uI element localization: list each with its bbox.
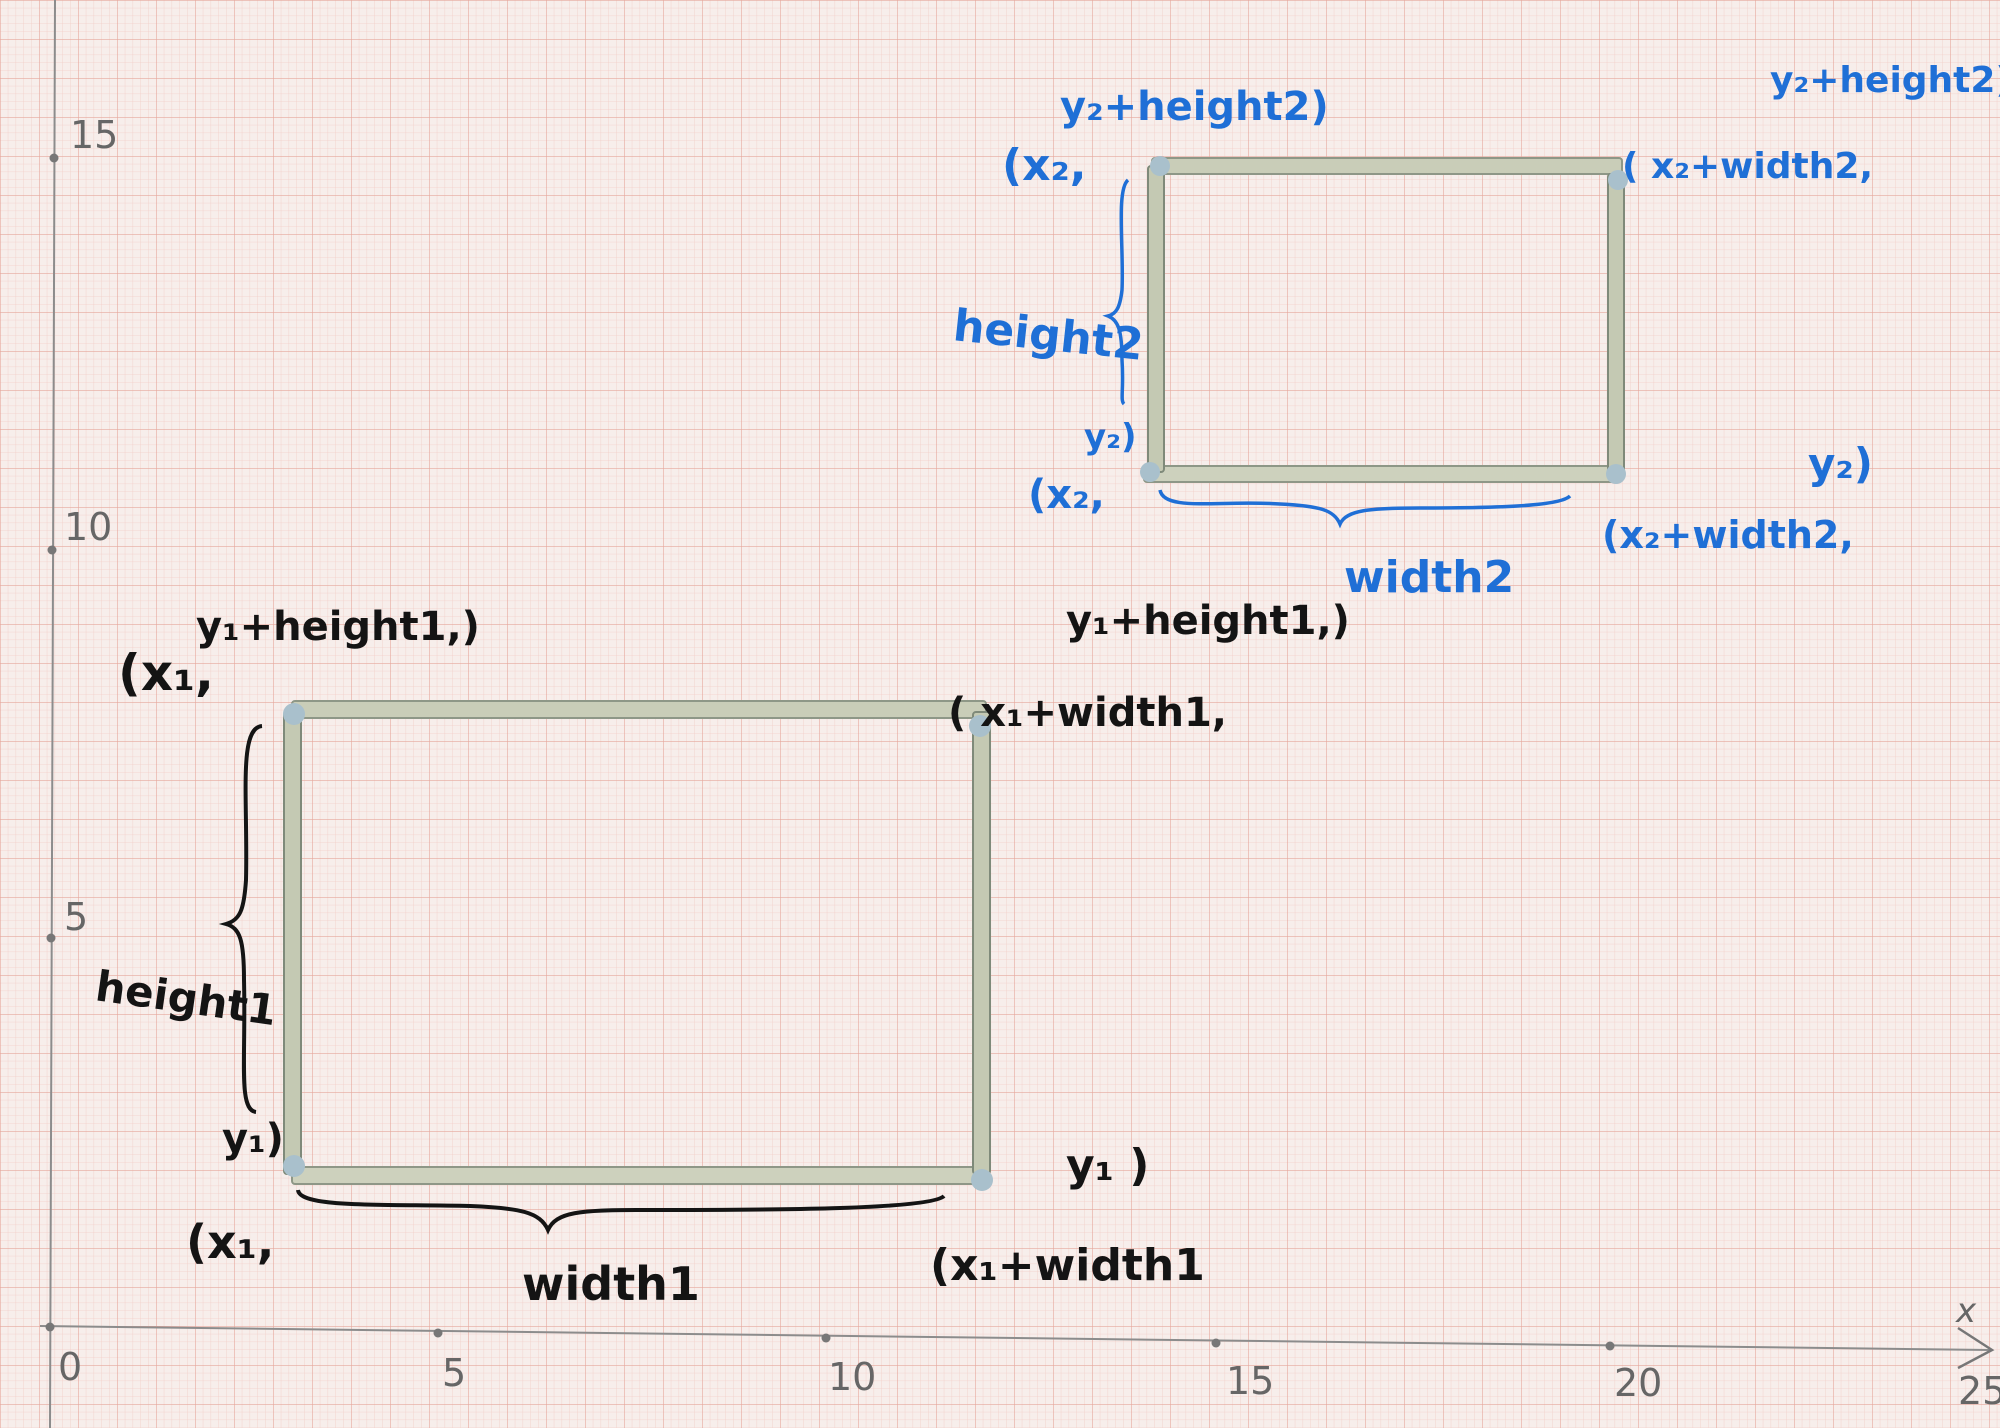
rect2-sticks <box>1140 156 1628 484</box>
tick-dots <box>45 153 1615 1351</box>
rect2-bottom-right-y-label: y₂) <box>1808 439 1873 488</box>
y-tick-5: 5 <box>64 895 88 939</box>
rect1-top-right-y-label: y₁+height1,) <box>1066 598 1350 644</box>
x-axis-arrow-icon <box>1957 1326 1995 1370</box>
rect2-height-brace <box>1102 178 1130 406</box>
rect1-bottom-right-x-label: (x₁+width1 <box>930 1240 1205 1291</box>
rect1-top-right-x-label: ( x₁+width1, <box>948 690 1227 736</box>
x-tick-20: 20 <box>1614 1361 1662 1405</box>
rect2-top-left-x-label: (x₂, <box>1002 140 1086 191</box>
rect1-height-brace <box>218 724 263 1114</box>
x-tick-0: 0 <box>58 1345 82 1389</box>
rect2-bottom-right-x-label: (x₂+width2, <box>1602 513 1854 557</box>
rect1-bottom-left-y-label: y₁) <box>222 1116 284 1162</box>
rect1-bottom-right-y-label: y₁ ) <box>1066 1140 1149 1191</box>
x-axis <box>39 1325 1991 1351</box>
x-tick-5: 5 <box>442 1351 466 1395</box>
rect2-width-brace <box>1158 489 1572 529</box>
y-tick-15: 15 <box>70 113 118 157</box>
x-axis-label: x <box>1955 1291 1977 1331</box>
x-tick-10: 10 <box>828 1355 876 1399</box>
x-tick-15: 15 <box>1226 1359 1274 1403</box>
x-tick-25: 25 <box>1958 1369 2000 1413</box>
y-tick-10: 10 <box>64 505 112 549</box>
y-axis <box>49 0 56 1428</box>
rect1-bottom-left-x-label: (x₁, <box>186 1215 274 1269</box>
rect1-top-left-y-label: y₁+height1,) <box>196 604 480 650</box>
rect2-width-label: width2 <box>1344 552 1514 603</box>
rect2-top-right-x-label: ( x₂+width2, <box>1622 146 1873 187</box>
rect2-top-left-y-label: y₂+height2) <box>1060 84 1329 130</box>
rect2-bottom-left-x-label: (x₂, <box>1028 472 1105 518</box>
rect1-sticks <box>283 700 993 1191</box>
rect2-top-right-y-label: y₂+height2) <box>1770 60 2000 101</box>
rect1-width-label: width1 <box>522 1257 700 1311</box>
rect2-bottom-left-y-label: y₂) <box>1084 417 1137 457</box>
rect1-width-brace <box>296 1189 946 1235</box>
rect1-top-left-x-label: (x₁, <box>118 644 214 702</box>
